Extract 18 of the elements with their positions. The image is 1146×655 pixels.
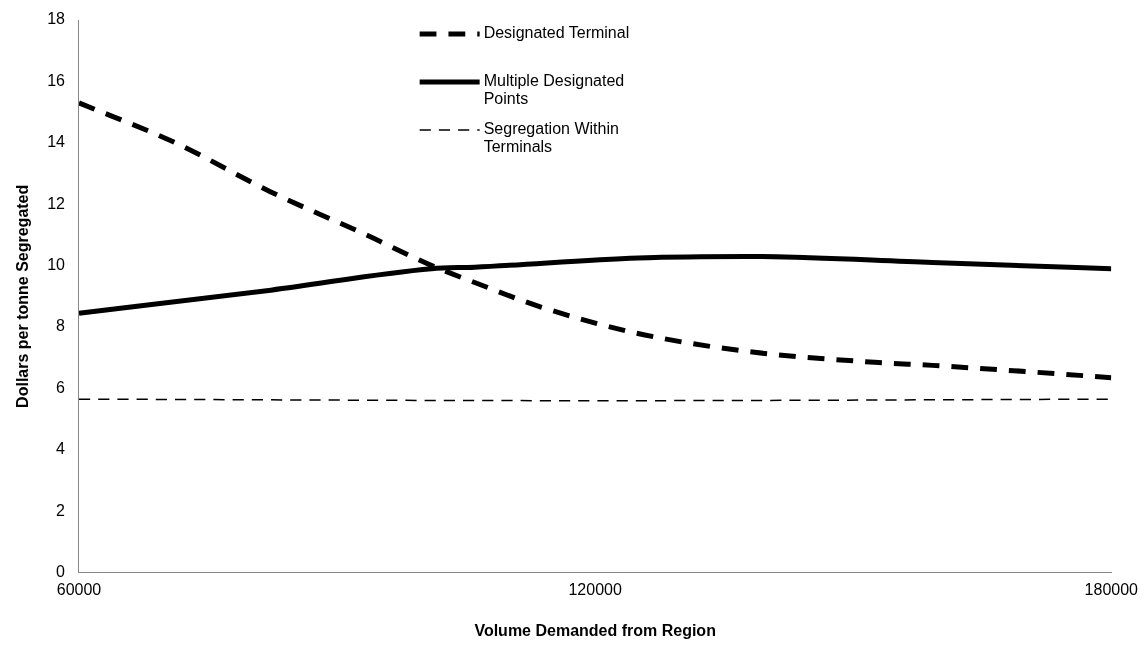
y-tick-label: 2 <box>56 501 66 519</box>
y-tick-label: 0 <box>56 563 66 581</box>
legend-label: Multiple Designated Points <box>483 72 625 108</box>
y-tick-label: 18 <box>47 10 66 28</box>
y-tick-label: 4 <box>56 440 66 458</box>
y-tick-label: 10 <box>47 256 66 274</box>
y-axis-title: Dollars per tonne Segregated <box>14 184 32 408</box>
legend-label: Designated Terminal <box>483 24 630 42</box>
y-tick-label: 6 <box>56 378 66 396</box>
x-axis-title: Volume Demanded from Region <box>474 621 716 639</box>
y-tick-label: 16 <box>47 71 66 89</box>
x-tick-label: 60000 <box>56 580 102 598</box>
x-tick-label: 120000 <box>568 580 622 598</box>
x-tick-label: 180000 <box>1084 580 1139 598</box>
y-tick-label: 14 <box>47 133 66 151</box>
y-tick-label: 12 <box>47 194 66 212</box>
legend-label: Segregation Within Terminals <box>483 120 619 156</box>
y-tick-label: 8 <box>56 317 66 335</box>
